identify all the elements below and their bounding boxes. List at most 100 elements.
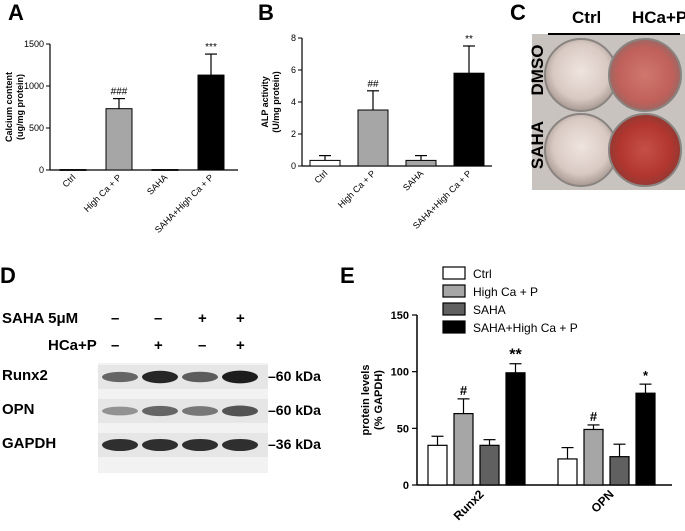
y-axis-title: Calcium content(ug/mg protein) [4,72,25,142]
y-tick-label: 8 [291,33,296,43]
sign-hcap-2: + [154,337,163,354]
bar [479,444,500,486]
y-tick-label: 4 [291,97,296,107]
legend-label: SAHA+High Ca + P [473,321,578,335]
y-tick-label: 0 [403,480,409,492]
blot-band [222,405,258,417]
band-label-runx2: Runx2 [2,367,48,384]
blot-band [102,438,138,452]
blot-band [142,438,178,452]
legend-swatch [442,266,466,280]
y-tick-label: 500 [29,123,44,133]
y-tick-label: 0 [39,165,44,175]
kda-gapdh-value: 36 kDa [275,436,321,452]
kda-label-opn: –60 kDa [268,402,321,418]
y-axis-title-line: (U/mg protein) [271,71,281,133]
plate-row-label-saha: SAHA [528,120,547,170]
blot-band [182,406,218,416]
x-tick-label: SAHA [145,172,169,196]
blot-band [142,370,178,384]
blot-band [182,438,218,452]
bar [453,413,474,486]
panel-label-a: A [8,0,24,25]
significance-label: ** [465,34,473,45]
kda-runx2-value: 60 kDa [275,368,321,384]
bar [427,444,448,486]
blot-band [222,438,258,452]
plate-photo [532,33,685,190]
bar [405,159,437,167]
x-tick-label: SAHA [401,168,425,192]
y-tick-label: 1000 [24,81,44,91]
y-axis-title: ALP activity(U/mg protein) [260,71,281,133]
bar [635,392,656,486]
significance-label: *** [205,42,217,53]
kda-label-gapdh: –36 kDa [268,436,321,452]
well-ctrl-dmso [544,38,618,112]
bar [105,108,133,171]
band-label-gapdh: GAPDH [2,435,57,452]
x-tick-label: OPN [588,487,616,515]
legend-swatch [442,284,466,298]
significance-label: ## [367,79,379,90]
y-axis-title-line: (ug/mg protein) [15,74,25,140]
plate-col-label-hcap: HCa+P [632,8,685,27]
significance-label: # [590,409,598,424]
kda-label-runx2: –60 kDa [268,368,321,384]
y-tick-label: 50 [397,423,409,435]
legend-swatch [442,320,466,334]
treatment-label-hcap: HCa+P [48,337,97,354]
panel-label-b: B [258,0,274,25]
legend-swatch [442,302,466,316]
sign-hcap-3: – [198,337,207,354]
bar [453,72,485,167]
bar [59,169,87,171]
blot-image [98,363,268,473]
plate-col-label-ctrl: Ctrl [572,8,602,27]
x-tick-label: Ctrl [312,168,329,185]
blot-band [102,371,138,383]
panel-label-e: E [340,263,355,288]
band-label-opn: OPN [2,401,35,418]
bar [151,169,179,171]
well-hcap-saha [608,113,682,187]
sign-hcap-1: – [111,337,120,354]
y-tick-label: 2 [291,129,296,139]
legend-label: High Ca + P [473,285,538,299]
kda-opn-value: 60 kDa [275,402,321,418]
blot-band [142,405,178,417]
y-tick-label: 100 [391,367,409,379]
significance-label: * [643,368,649,383]
sign-saha-1: – [111,310,120,327]
legend-label: SAHA [473,303,506,317]
well-ctrl-saha [544,113,618,187]
y-axis-title-line: ALP activity [260,76,270,127]
y-axis-title: protein levels(% GAPDH) [360,365,385,436]
blot-band [182,371,218,383]
blot-band [222,370,258,384]
y-tick-label: 6 [291,65,296,75]
sign-saha-2: – [154,310,163,327]
plate-row-label-dmso: DMSO [528,44,547,96]
significance-label: # [460,383,468,398]
x-tick-label: Runx2 [451,487,487,523]
treatment-label-saha: SAHA 5μM [2,310,79,327]
sign-saha-4: + [236,310,245,327]
sign-saha-3: + [198,310,207,327]
bar [609,456,630,486]
plate-photo-panel: Ctrl HCa+P DMSO SAHA [520,0,685,190]
y-tick-label: 1500 [24,39,44,49]
panel-label-c: C [510,0,526,25]
y-tick-label: 150 [391,310,409,322]
chart-e-protein-levels: 0 50 100 150 protein levels(% GAPDH) # ** Runx2… [360,266,672,523]
significance-label: ### [111,87,128,98]
significance-label: ** [509,347,522,364]
bar [197,74,225,171]
bar [505,372,526,486]
bar [583,428,604,486]
well-hcap-dmso [608,38,682,112]
y-axis-title-line: (% GAPDH) [373,370,385,430]
x-tick-label: Ctrl [60,172,77,189]
legend-label: Ctrl [473,267,492,281]
bar [357,109,389,167]
